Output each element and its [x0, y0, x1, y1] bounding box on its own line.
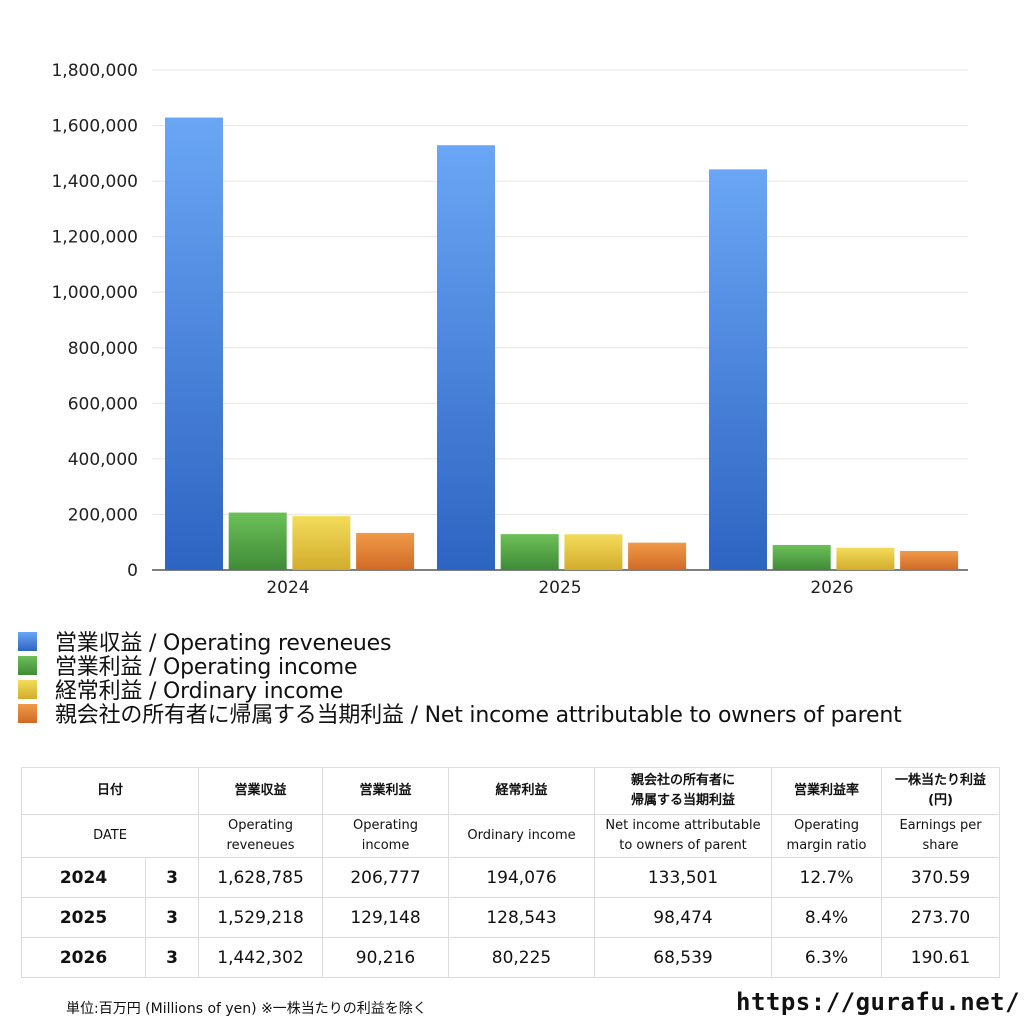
cell-revenues: 1,442,302 [198, 937, 324, 978]
y-tick-label: 600,000 [68, 394, 138, 414]
legend-label: 経常利益 / Ordinary income [55, 679, 344, 704]
cell-revenues: 1,529,218 [198, 897, 324, 938]
cell-margin: 6.3% [771, 937, 883, 978]
cell-operating-income: 90,216 [322, 937, 450, 978]
header-margin-en: Operating margin ratio [771, 814, 883, 858]
legend-item-operating-revenues: 営業収益 / Operating reveneues [18, 629, 1018, 656]
x-tick-label: 2026 [810, 578, 853, 598]
cell-revenues: 1,628,785 [198, 857, 324, 898]
legend-label: 営業利益 / Operating income [55, 655, 358, 680]
bar-operating-income-2026 [772, 544, 831, 570]
header-net-income-line1: 親会社の所有者に 帰属する当期利益 [631, 773, 736, 808]
y-tick-label: 0 [127, 561, 138, 581]
table-header-en: DATE Operating reveneues Operating incom… [20, 814, 1001, 858]
y-tick-label: 400,000 [68, 450, 138, 470]
cell-year: 2025 [21, 897, 146, 938]
cell-margin: 12.7% [771, 857, 883, 898]
header-operating-income-en-text: Operating income [353, 818, 419, 853]
cell-month: 3 [144, 937, 200, 978]
cell-year: 2024 [21, 857, 146, 898]
header-margin: 営業利益率 [771, 767, 883, 815]
financial-table: 日付 営業収益 営業利益 経常利益 親会社の所有者に 帰属する当期利益 営業利益… [20, 767, 1001, 978]
legend-swatch [18, 679, 37, 699]
table-row: 2026 3 1,442,302 90,216 80,225 68,539 6.… [21, 937, 1001, 978]
bar-operating-revenues-2024 [165, 117, 223, 570]
grid-lines [152, 69, 968, 571]
header-ordinary-income-en: Ordinary income [448, 814, 596, 858]
y-tick-label: 1,800,000 [51, 61, 138, 81]
bar-ordinary-income-2026 [836, 547, 895, 570]
bar-operating-revenues-2026 [709, 169, 767, 571]
x-tick-label: 2025 [538, 578, 581, 598]
y-tick-label: 1,000,000 [51, 283, 138, 303]
y-tick-label: 1,400,000 [51, 172, 138, 192]
cell-net-income: 68,539 [594, 937, 773, 978]
bar-operating-income-2024 [228, 512, 287, 570]
bar-operating-revenues-2025 [437, 145, 495, 570]
cell-eps: 190.61 [881, 937, 1001, 978]
bar-ordinary-income-2025 [564, 534, 623, 570]
header-net-income-en: Net income attributable to owners of par… [594, 814, 773, 858]
cell-margin: 8.4% [771, 897, 883, 938]
cell-month: 3 [144, 857, 200, 898]
table-row: 2024 3 1,628,785 206,777 194,076 133,501… [21, 857, 1001, 898]
header-net-income: 親会社の所有者に 帰属する当期利益 [594, 767, 773, 815]
footnote: 単位:百万円 (Millions of yen) ※一株当たりの利益を除く [66, 1001, 427, 1017]
cell-operating-income: 129,148 [322, 897, 450, 938]
header-net-income-en-text: Net income attributable to owners of par… [605, 818, 761, 853]
cell-net-income: 133,501 [594, 857, 773, 898]
table-header-jp: 日付 営業収益 営業利益 経常利益 親会社の所有者に 帰属する当期利益 営業利益… [20, 767, 1001, 815]
legend-item-operating-income: 営業利益 / Operating income [18, 653, 1018, 680]
y-tick-label: 800,000 [68, 339, 138, 359]
legend: 営業収益 / Operating reveneues 営業利益 / Operat… [18, 629, 1018, 728]
header-revenues-en: Operating reveneues [198, 814, 324, 858]
header-eps-en-text: Earnings per share [899, 818, 982, 853]
legend-swatch [18, 631, 37, 651]
cell-operating-income: 206,777 [322, 857, 450, 898]
cell-year: 2026 [21, 937, 146, 978]
legend-swatch [18, 655, 37, 675]
legend-item-net-income: 親会社の所有者に帰属する当期利益 / Net income attributab… [18, 701, 1018, 728]
header-date: 日付 [20, 767, 200, 815]
cell-month: 3 [144, 897, 200, 938]
header-ordinary-income: 経常利益 [448, 767, 596, 815]
legend-label: 親会社の所有者に帰属する当期利益 / Net income attributab… [55, 703, 902, 728]
legend-swatch [18, 703, 37, 723]
bar-net-income-2024 [356, 532, 415, 570]
header-eps: 一株当たり利益 (円) [881, 767, 1001, 815]
header-revenues-en-text: Operating reveneues [226, 818, 295, 853]
legend-item-ordinary-income: 経常利益 / Ordinary income [18, 677, 1018, 704]
site-url[interactable]: https://gurafu.net/ [736, 988, 1021, 1016]
bar-net-income-2026 [900, 550, 959, 570]
bar-operating-income-2025 [500, 534, 559, 570]
header-operating-income-en: Operating income [322, 814, 450, 858]
x-tick-label: 2024 [266, 578, 309, 598]
cell-ordinary-income: 128,543 [448, 897, 596, 938]
bars [165, 117, 959, 571]
header-revenues: 営業収益 [198, 767, 324, 815]
y-axis-ticks: 0 200,000 400,000 600,000 800,000 1,000,000 1,… [51, 61, 138, 581]
cell-eps: 273.70 [881, 897, 1001, 938]
legend-label: 営業収益 / Operating reveneues [55, 631, 392, 656]
table-row: 2025 3 1,529,218 129,148 128,543 98,474 … [21, 897, 1001, 938]
y-tick-label: 1,600,000 [51, 117, 138, 137]
x-axis-ticks: 2024 2025 2026 [266, 578, 853, 598]
cell-ordinary-income: 194,076 [448, 857, 596, 898]
header-margin-en-text: Operating margin ratio [786, 818, 867, 853]
header-date-en: DATE [20, 814, 200, 858]
cell-net-income: 98,474 [594, 897, 773, 938]
cell-eps: 370.59 [881, 857, 1001, 898]
header-eps-text: 一株当たり利益 (円) [895, 773, 987, 808]
header-eps-en: Earnings per share [881, 814, 1001, 858]
bar-net-income-2025 [628, 542, 687, 570]
y-tick-label: 200,000 [68, 505, 138, 525]
bar-chart: 0 200,000 400,000 600,000 800,000 1,000,000 1,… [51, 61, 968, 598]
cell-ordinary-income: 80,225 [448, 937, 596, 978]
y-tick-label: 1,200,000 [51, 228, 138, 248]
header-operating-income: 営業利益 [322, 767, 450, 815]
bar-ordinary-income-2024 [292, 516, 351, 570]
